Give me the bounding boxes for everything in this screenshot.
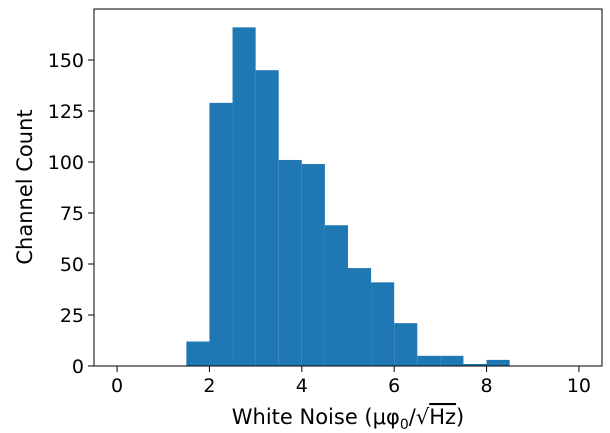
y-axis: 0 25 50 75 100 125 150	[48, 50, 94, 378]
histogram-bar-8	[371, 282, 395, 366]
histogram-bar-13	[486, 359, 510, 366]
histogram-bar-5	[301, 164, 325, 366]
histogram-bar-12	[463, 363, 487, 366]
histogram-bars	[186, 27, 510, 367]
x-axis-title: White Noise (μφ0/√Hz)	[232, 405, 465, 433]
histogram-bar-6	[324, 225, 348, 366]
histogram-bar-1	[209, 102, 233, 366]
histogram-bar-3	[255, 70, 279, 366]
histogram-bar-0	[186, 341, 210, 366]
x-tick-label: 8	[480, 375, 492, 397]
histogram-bar-9	[394, 323, 418, 366]
histogram-bar-7	[348, 268, 372, 366]
y-axis-title: Channel Count	[13, 109, 37, 264]
x-axis: 0 2 4 6 8 10	[111, 366, 591, 397]
y-tick-label: 100	[48, 152, 84, 174]
y-tick-label: 0	[72, 356, 84, 378]
x-tick-label: 4	[296, 375, 308, 397]
y-tick-label: 75	[60, 203, 84, 225]
y-tick-label: 50	[60, 254, 84, 276]
plot-frame	[93, 8, 603, 367]
y-tick-label: 25	[60, 305, 84, 327]
y-tick-label: 125	[48, 101, 84, 123]
y-tick-label: 150	[48, 50, 84, 72]
x-tick-label: 2	[203, 375, 215, 397]
histogram-bar-10	[417, 355, 441, 366]
histogram-bar-2	[232, 27, 256, 367]
x-tick-label: 0	[111, 375, 123, 397]
x-tick-label: 6	[388, 375, 400, 397]
histogram-bar-11	[440, 355, 464, 366]
histogram-bar-4	[278, 159, 302, 366]
x-tick-label: 10	[567, 375, 591, 397]
